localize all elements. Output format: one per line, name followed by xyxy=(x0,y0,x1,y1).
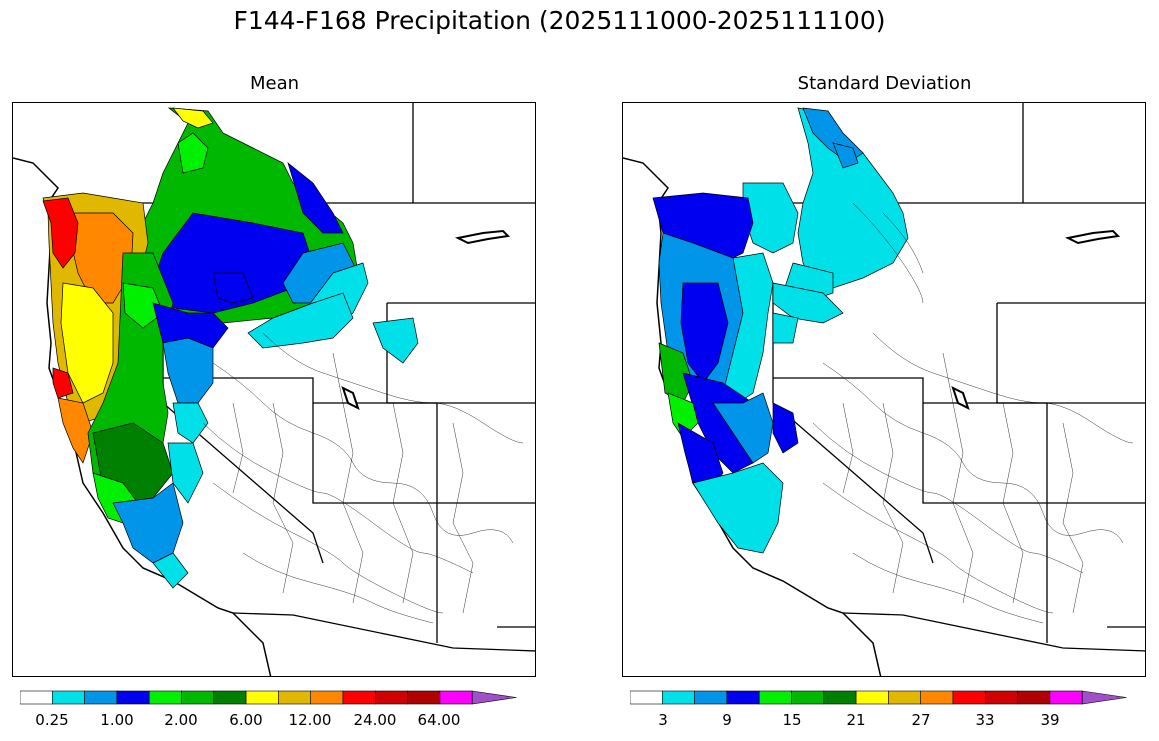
mean-colorbar-segment xyxy=(213,690,247,705)
stddev-tick-label: 33 xyxy=(975,711,995,729)
stddev-colorbar-segment xyxy=(694,690,728,705)
mean-colorbar-segment xyxy=(342,690,376,705)
stddev-tick-label: 21 xyxy=(846,711,866,729)
stddev-colorbar-segment xyxy=(888,690,921,705)
mean-colorbar-segment xyxy=(148,690,182,705)
stddev-colorbar-segment xyxy=(823,690,857,705)
stddev-colorbar-segment xyxy=(726,690,760,705)
mean-colorbar-segment xyxy=(116,690,150,705)
mean-colorbar-segment xyxy=(84,690,118,705)
mean-regions xyxy=(42,107,419,589)
mean-colorbar-segment xyxy=(310,690,344,705)
stddev-tick-label: 9 xyxy=(722,711,732,729)
stddev-basin-lines xyxy=(812,202,1134,624)
mean-colorbar xyxy=(19,690,540,710)
stddev-map xyxy=(622,102,1146,677)
mean-tick-label: 1.00 xyxy=(100,711,134,729)
stddev-tick-label: 27 xyxy=(911,711,931,729)
mean-tick-label: 2.00 xyxy=(164,711,198,729)
stddev-salt-lake-marker xyxy=(951,386,970,410)
stddev-colorbar xyxy=(629,690,1150,710)
mean-colorbar-segment xyxy=(278,690,311,705)
stddev-colorbar-svg xyxy=(629,690,1127,705)
mean-colorbar-segment xyxy=(19,690,53,705)
stddev-colorbar-segment xyxy=(629,690,663,705)
mean-map-svg xyxy=(13,103,535,676)
stddev-colorbar-segment xyxy=(791,690,825,705)
stddev-colorbar-segment xyxy=(758,690,792,705)
mean-colorbar-segment xyxy=(407,690,441,705)
stddev-tick-label: 3 xyxy=(658,711,668,729)
stddev-colorbar-segment xyxy=(1049,690,1083,705)
mean-colorbar-svg xyxy=(19,690,517,705)
mean-salt-lake-marker xyxy=(341,386,360,410)
stddev-colorbar-segment xyxy=(984,690,1018,705)
stddev-colorbar-segment xyxy=(855,690,889,705)
panel-title-mean: Mean xyxy=(249,73,300,94)
stddev-lake-marker xyxy=(1064,229,1121,245)
mean-map xyxy=(12,102,536,677)
figure-title: F144-F168 Precipitation (2025111000-2025… xyxy=(233,6,886,35)
mean-colorbar-segment xyxy=(181,690,215,705)
stddev-tick-label: 15 xyxy=(782,711,802,729)
stddev-colorbar-segment xyxy=(661,690,695,705)
mean-colorbar-segment xyxy=(471,690,517,705)
mean-lake-marker xyxy=(454,229,511,245)
stddev-map-svg xyxy=(623,103,1145,676)
mean-colorbar-segment xyxy=(51,690,85,705)
stddev-tick-label: 39 xyxy=(1040,711,1060,729)
mean-tick-label: 24.00 xyxy=(353,711,397,729)
panel-title-stddev: Standard Deviation xyxy=(797,73,972,94)
mean-tick-label: 12.00 xyxy=(288,711,332,729)
mean-basin-lines xyxy=(202,332,524,624)
stddev-colorbar-segment xyxy=(920,690,954,705)
mean-colorbar-segment xyxy=(439,690,473,705)
mean-tick-label: 6.00 xyxy=(229,711,263,729)
mean-colorbar-segment xyxy=(374,690,408,705)
stddev-colorbar-segment xyxy=(952,690,986,705)
stddev-colorbar-segment xyxy=(1017,690,1051,705)
stddev-colorbar-segment xyxy=(1081,690,1127,705)
mean-tick-label: 0.25 xyxy=(35,711,69,729)
stddev-regions xyxy=(652,107,909,554)
mean-colorbar-segment xyxy=(245,690,279,705)
mean-tick-label: 64.00 xyxy=(417,711,461,729)
